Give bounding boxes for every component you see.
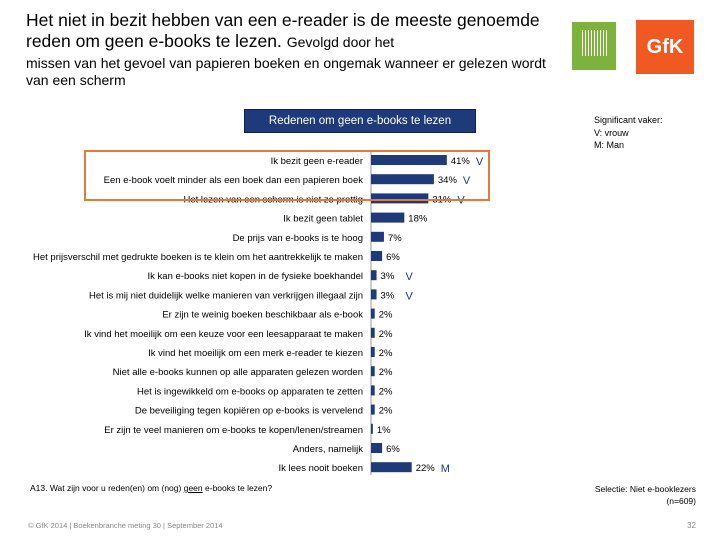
data-label: 18% — [408, 214, 428, 225]
category-label: Het is ingewikkeld om e-books op apparat… — [137, 386, 363, 397]
bar — [371, 443, 383, 453]
category-label: Anders, namelijk — [293, 444, 363, 455]
category-label: Het is mij niet duidelijk welke manieren… — [89, 290, 363, 301]
data-label: 6% — [386, 444, 400, 455]
legend-m: M: Man — [594, 140, 625, 150]
selection-note: Selectie: Niet e-booklezers (n=609) — [560, 483, 696, 507]
category-label: De beveiliging tegen kopiëren op e-books… — [135, 406, 363, 417]
category-label: Ik vind het moeilijk om een merk e-reade… — [148, 348, 363, 359]
data-label: 34% — [438, 175, 458, 186]
category-label: Een e-book voelt minder als een boek dan… — [104, 175, 364, 186]
data-label: 2% — [379, 367, 393, 378]
gfk-logo: GfK — [636, 20, 694, 74]
category-label: De prijs van e-books is te hoog — [233, 233, 363, 244]
category-label: Ik lees nooit boeken — [278, 463, 363, 474]
category-label: Ik bezit geen tablet — [283, 214, 363, 225]
data-label: 2% — [379, 329, 393, 340]
bar — [371, 193, 429, 204]
page-number: 32 — [687, 521, 696, 530]
bar — [371, 327, 375, 338]
copyright: © GfK 2014 | Boekenbranche meting 30 | S… — [28, 521, 223, 530]
bar — [371, 423, 373, 434]
bar — [371, 347, 375, 357]
bar — [371, 366, 375, 377]
barcode-logo — [572, 22, 616, 70]
question-footnote: A13. Wat zijn voor u reden(en) om (nog) … — [30, 483, 272, 493]
bar — [371, 462, 412, 473]
category-label: Niet alle e-books kunnen op alle apparat… — [113, 367, 363, 378]
data-label: 3% — [381, 290, 395, 301]
legend-title: Significant vaker: — [594, 115, 663, 125]
bar — [371, 270, 377, 281]
legend-v: V: vrouw — [594, 127, 629, 138]
slide-title: Het niet in bezit hebben van een e-reade… — [26, 10, 556, 89]
data-label: 1% — [377, 425, 391, 436]
category-label: Er zijn te weinig boeken beschikbaar als… — [162, 310, 363, 321]
data-label: 2% — [379, 386, 393, 397]
question-underlined: geen — [183, 483, 203, 493]
selection-line1: Selectie: Niet e-booklezers — [594, 484, 696, 494]
bar — [371, 404, 375, 415]
bar — [371, 308, 375, 319]
data-label: 2% — [379, 348, 393, 359]
bar-chart: Ik bezit geen e-reader 41% V Een e-book voe… — [33, 150, 484, 475]
barcode-icon — [582, 30, 608, 56]
title-sub: Gevolgd door het — [286, 34, 395, 50]
bar — [371, 385, 375, 396]
category-label: Ik bezit geen e-reader — [271, 156, 363, 167]
title-sub-continued: missen van het gevoel van papieren boeke… — [26, 55, 546, 88]
category-label: Ik vind het moeilijk om een keuze voor e… — [84, 329, 363, 340]
bar — [371, 231, 384, 242]
title-main: Het niet in bezit hebben van een e-reade… — [26, 10, 540, 51]
data-label: 6% — [386, 252, 400, 263]
category-label: Ik kan e-books niet kopen in de fysieke … — [148, 271, 363, 282]
significance-marker: M — [441, 463, 450, 475]
data-label: 41% — [451, 156, 471, 167]
data-label: 22% — [416, 463, 436, 474]
significance-marker: V — [476, 156, 484, 168]
highlight-box — [84, 150, 490, 201]
bar — [371, 174, 434, 185]
significance-legend: Significant vaker: V: vrouw M: Man — [594, 114, 663, 152]
bar — [371, 251, 383, 261]
significance-marker: V — [406, 290, 414, 302]
bar — [371, 212, 405, 223]
data-label: 3% — [381, 271, 395, 282]
bar — [371, 155, 447, 165]
significance-marker: V — [463, 175, 471, 187]
category-label: Er zijn te veel manieren om e-books te k… — [104, 425, 363, 436]
data-label: 7% — [388, 233, 402, 244]
data-label: 2% — [379, 310, 393, 321]
significance-marker: V — [406, 271, 414, 283]
selection-line2: (n=609) — [666, 496, 696, 506]
question-prefix: A13. Wat zijn voor u reden(en) om (nog) — [30, 483, 182, 493]
chart-title: Redenen om geen e-books te lezen — [244, 109, 476, 133]
bar — [371, 289, 377, 300]
data-label: 2% — [379, 406, 393, 417]
category-label: Het prijsverschil met gedrukte boeken is… — [33, 252, 363, 263]
question-suffix: e-books te lezen? — [205, 483, 273, 493]
